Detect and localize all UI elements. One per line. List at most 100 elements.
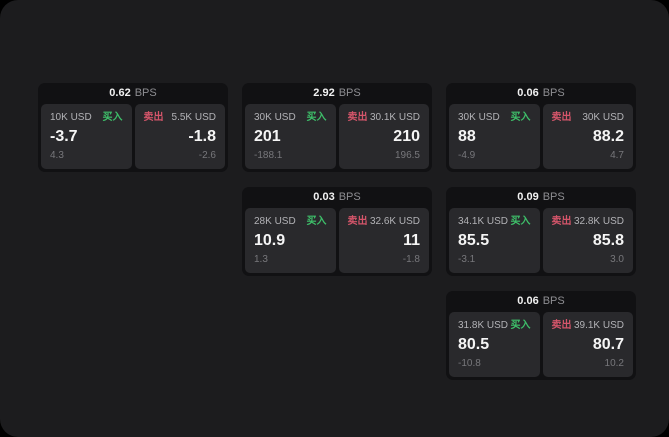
bps-unit-label: BPS: [338, 191, 361, 203]
sell-panel-top-row: 卖出 32.8K USD: [552, 216, 625, 228]
sell-panel[interactable]: 卖出 39.1K USD 80.7 10.2: [542, 312, 633, 377]
quote-card: 2.92 BPS 30K USD 买入 201 -188.1 卖出 30.1K …: [242, 83, 432, 172]
sell-panel-top-row: 卖出 30.1K USD: [348, 112, 421, 124]
buy-tag: 买入: [510, 112, 531, 123]
bps-value: 0.06: [517, 87, 539, 99]
sell-panel[interactable]: 卖出 5.5K USD -1.8 -2.6: [134, 104, 225, 169]
bps-header: 0.06 BPS: [449, 291, 633, 312]
sell-price: 88.2: [592, 128, 624, 145]
buy-panel[interactable]: 10K USD 买入 -3.7 4.3: [41, 104, 132, 169]
quote-card: 0.62 BPS 10K USD 买入 -3.7 4.3 卖出 5.5K USD: [38, 83, 228, 172]
buy-amount: 30K USD: [254, 112, 296, 123]
sell-tag: 卖出: [143, 112, 164, 123]
bps-unit-label: BPS: [542, 295, 565, 307]
bps-header: 0.06 BPS: [449, 83, 633, 104]
sell-amount: 39.1K USD: [573, 320, 624, 331]
buy-amount: 34.1K USD: [458, 216, 509, 227]
sell-panel-top-row: 卖出 30K USD: [552, 112, 625, 124]
sell-price: -1.8: [188, 128, 216, 145]
bps-header: 0.62 BPS: [41, 83, 225, 104]
sell-sub-value: -2.6: [198, 150, 216, 161]
sell-tag: 卖出: [551, 216, 572, 227]
buy-price: 10.9: [254, 232, 286, 249]
buy-panel-top-row: 34.1K USD 买入: [458, 216, 531, 228]
buy-amount: 10K USD: [50, 112, 92, 123]
buy-panel-top-row: 30K USD 买入: [458, 112, 531, 124]
quote-card-body: 28K USD 买入 10.9 1.3 卖出 32.6K USD 11 -1.8: [245, 208, 429, 273]
sell-tag: 卖出: [347, 112, 368, 123]
sell-amount: 32.8K USD: [573, 216, 624, 227]
quote-card: 0.03 BPS 28K USD 买入 10.9 1.3 卖出 32.6K US…: [242, 187, 432, 276]
sell-amount: 30K USD: [582, 112, 624, 123]
buy-panel-top-row: 30K USD 买入: [254, 112, 327, 124]
quote-cards-grid: 0.62 BPS 10K USD 买入 -3.7 4.3 卖出 5.5K USD: [38, 83, 636, 380]
sell-panel-top-row: 卖出 32.6K USD: [348, 216, 421, 228]
sell-sub-value: -1.8: [402, 254, 420, 265]
quote-card-body: 34.1K USD 买入 85.5 -3.1 卖出 32.8K USD 85.8…: [449, 208, 633, 273]
buy-sub-value: 1.3: [254, 254, 268, 265]
bps-value: 0.03: [313, 191, 335, 203]
buy-panel-top-row: 31.8K USD 买入: [458, 320, 531, 332]
sell-sub-value: 10.2: [604, 358, 624, 369]
sell-panel[interactable]: 卖出 32.6K USD 11 -1.8: [338, 208, 429, 273]
buy-amount: 28K USD: [254, 216, 296, 227]
quote-card-body: 30K USD 买入 88 -4.9 卖出 30K USD 88.2 4.7: [449, 104, 633, 169]
quote-card: 0.06 BPS 30K USD 买入 88 -4.9 卖出 30K USD: [446, 83, 636, 172]
buy-panel[interactable]: 30K USD 买入 88 -4.9: [449, 104, 540, 169]
buy-amount: 30K USD: [458, 112, 500, 123]
buy-panel-top-row: 28K USD 买入: [254, 216, 327, 228]
bps-value: 0.62: [109, 87, 131, 99]
sell-sub-value: 4.7: [610, 150, 624, 161]
bps-unit-label: BPS: [542, 87, 565, 99]
buy-panel[interactable]: 30K USD 买入 201 -188.1: [245, 104, 336, 169]
buy-sub-value: 4.3: [50, 150, 64, 161]
buy-panel[interactable]: 34.1K USD 买入 85.5 -3.1: [449, 208, 540, 273]
sell-panel[interactable]: 卖出 32.8K USD 85.8 3.0: [542, 208, 633, 273]
sell-amount: 32.6K USD: [369, 216, 420, 227]
sell-price: 210: [393, 128, 420, 145]
bps-unit-label: BPS: [542, 191, 565, 203]
sell-amount: 30.1K USD: [369, 112, 420, 123]
buy-tag: 买入: [510, 320, 531, 331]
buy-tag: 买入: [306, 216, 327, 227]
quote-card-body: 30K USD 买入 201 -188.1 卖出 30.1K USD 210 1…: [245, 104, 429, 169]
bps-value: 2.92: [313, 87, 335, 99]
sell-panel[interactable]: 卖出 30.1K USD 210 196.5: [338, 104, 429, 169]
buy-panel[interactable]: 31.8K USD 买入 80.5 -10.8: [449, 312, 540, 377]
sell-tag: 卖出: [551, 320, 572, 331]
buy-panel[interactable]: 28K USD 买入 10.9 1.3: [245, 208, 336, 273]
buy-sub-value: -4.9: [458, 150, 476, 161]
bps-header: 0.09 BPS: [449, 187, 633, 208]
buy-panel-top-row: 10K USD 买入: [50, 112, 123, 124]
sell-price: 85.8: [592, 232, 624, 249]
sell-amount: 5.5K USD: [171, 112, 216, 123]
sell-price: 80.7: [592, 336, 624, 353]
bps-unit-label: BPS: [134, 87, 157, 99]
quote-card: 0.09 BPS 34.1K USD 买入 85.5 -3.1 卖出 32.8K…: [446, 187, 636, 276]
bps-value: 0.06: [517, 295, 539, 307]
buy-sub-value: -10.8: [458, 358, 481, 369]
sell-tag: 卖出: [551, 112, 572, 123]
buy-tag: 买入: [102, 112, 123, 123]
buy-tag: 买入: [306, 112, 327, 123]
buy-sub-value: -3.1: [458, 254, 476, 265]
bps-header: 0.03 BPS: [245, 187, 429, 208]
sell-sub-value: 3.0: [610, 254, 624, 265]
sell-tag: 卖出: [347, 216, 368, 227]
sell-panel-top-row: 卖出 5.5K USD: [144, 112, 217, 124]
buy-sub-value: -188.1: [254, 150, 283, 161]
bps-header: 2.92 BPS: [245, 83, 429, 104]
sell-price: 11: [403, 232, 420, 249]
sell-sub-value: 196.5: [394, 150, 420, 161]
buy-price: 201: [254, 128, 281, 145]
bps-value: 0.09: [517, 191, 539, 203]
buy-amount: 31.8K USD: [458, 320, 509, 331]
bps-unit-label: BPS: [338, 87, 361, 99]
sell-panel-top-row: 卖出 39.1K USD: [552, 320, 625, 332]
buy-price: -3.7: [50, 128, 78, 145]
quote-card: 0.06 BPS 31.8K USD 买入 80.5 -10.8 卖出 39.1…: [446, 291, 636, 380]
buy-price: 85.5: [458, 232, 490, 249]
buy-tag: 买入: [510, 216, 531, 227]
sell-panel[interactable]: 卖出 30K USD 88.2 4.7: [542, 104, 633, 169]
